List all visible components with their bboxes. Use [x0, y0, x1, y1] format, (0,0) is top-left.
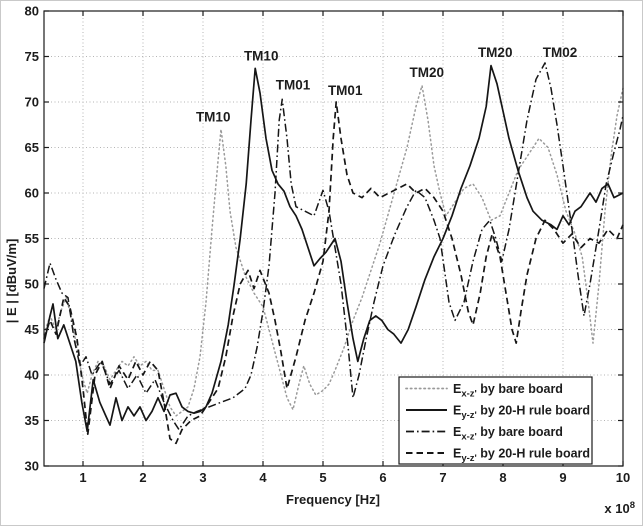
- x-tick-label: 1: [79, 470, 86, 485]
- annotation-layer: TM10 TM10 TM01 TM01 TM20 TM20 TM02: [196, 45, 577, 125]
- x-tick-label: 4: [259, 470, 267, 485]
- y-tick-label: 75: [25, 49, 39, 64]
- x-tick-label: 6: [379, 470, 386, 485]
- legend-label-part: E: [453, 425, 461, 439]
- y-tick-label: 60: [25, 186, 39, 201]
- x-axis-multiplier-base: x 10: [604, 501, 629, 516]
- x-axis-multiplier-exponent: 8: [630, 500, 635, 511]
- y-axis-label: | E | [dBuV/m]: [4, 239, 19, 324]
- mode-annotation: TM01: [276, 78, 311, 93]
- x-axis-multiplier: x 108: [604, 500, 635, 516]
- series-layer: [43, 62, 624, 445]
- legend-label-part: E: [453, 382, 461, 396]
- legend-label: Ey-z' by 20-H rule board: [453, 447, 590, 465]
- y-tick-label: 65: [25, 140, 39, 155]
- legend-label: Ex-z' by bare board: [453, 425, 563, 443]
- mode-annotation: TM02: [543, 45, 578, 60]
- legend-label-part: y-z': [461, 410, 476, 421]
- mode-annotation: TM01: [328, 83, 363, 98]
- legend-label-part: by bare board: [477, 382, 563, 396]
- series-line-solid: [43, 64, 624, 433]
- y-tick-label: 50: [25, 277, 39, 292]
- legend-label-part: y-z': [461, 453, 476, 464]
- legend-label-part: by 20-H rule board: [477, 404, 590, 418]
- y-tick-label: 35: [25, 413, 39, 428]
- y-tick-label: 40: [25, 368, 39, 383]
- y-tick-label: 80: [25, 4, 39, 19]
- legend-label: Ey-z' by 20-H rule board: [453, 404, 590, 422]
- x-tick-label: 8: [499, 470, 506, 485]
- mode-annotation: TM10: [196, 109, 231, 124]
- x-tick-label: 5: [319, 470, 326, 485]
- legend-label-part: E: [453, 447, 461, 461]
- mode-annotation: TM10: [244, 49, 279, 64]
- legend-label-part: by bare board: [477, 425, 563, 439]
- legend-label-part: E: [453, 404, 461, 418]
- y-tick-label: 70: [25, 95, 39, 110]
- y-tick-label: 55: [25, 231, 39, 246]
- x-tick-label: 3: [199, 470, 206, 485]
- legend-label: Ex-z' by bare board: [453, 382, 563, 400]
- x-tick-label: 9: [559, 470, 566, 485]
- legend-label-part: by 20-H rule board: [477, 447, 590, 461]
- series-line-dashed: [43, 101, 624, 445]
- x-axis-label: Frequency [Hz]: [286, 492, 380, 507]
- legend-label-part: x-z': [461, 432, 476, 443]
- y-tick-label: 45: [25, 322, 39, 337]
- x-tick-label: 10: [616, 470, 630, 485]
- legend-label-part: x-z': [461, 389, 476, 400]
- mode-annotation: TM20: [478, 45, 513, 60]
- legend-box: [398, 376, 593, 465]
- mode-annotation: TM20: [410, 65, 445, 80]
- y-tick-label: 30: [25, 459, 39, 474]
- series-line-dotted: [43, 84, 624, 417]
- x-tick-label: 2: [139, 470, 146, 485]
- x-tick-label: 7: [439, 470, 446, 485]
- series-line-dashdot: [43, 62, 624, 431]
